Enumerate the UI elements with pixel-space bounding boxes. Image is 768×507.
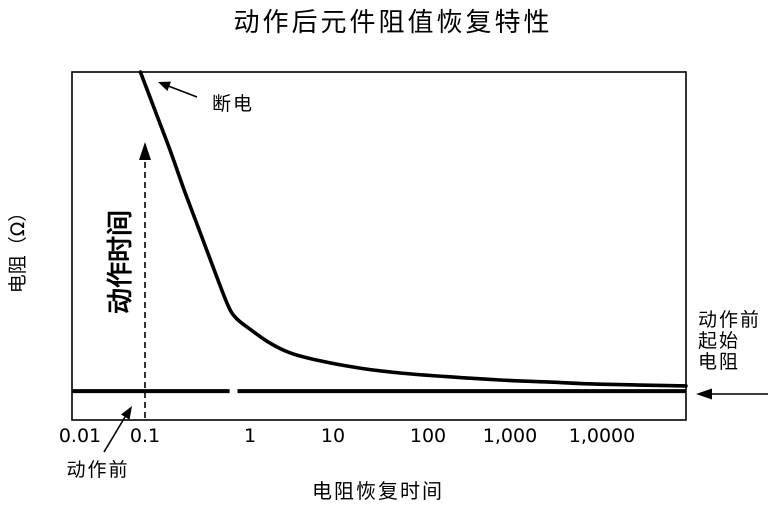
x-tick-label: 1 — [244, 425, 256, 447]
action-time-label: 动作时间 — [106, 210, 136, 314]
initial-resistance-arrowhead — [696, 388, 712, 400]
recovery-curve — [138, 70, 688, 388]
x-tick-label: 0.1 — [130, 425, 160, 447]
x-axis-tick-labels: 0.01 0.1 1 10 100 1,000 1,0000 — [59, 425, 635, 447]
chart-title: 动作后元件阻值恢复特性 — [233, 8, 552, 38]
x-tick-label: 10 — [321, 425, 345, 447]
initial-resistance-line-2: 起始 — [698, 330, 740, 352]
action-time-arrowhead — [139, 142, 151, 160]
power-off-annotation: 断电 — [158, 81, 254, 115]
x-tick-label: 1,000 — [483, 425, 537, 447]
power-off-arrow-line — [168, 85, 198, 98]
initial-resistance-line-3: 电阻 — [698, 351, 740, 373]
x-tick-label: 1,0000 — [569, 425, 635, 447]
x-tick-label: 0.01 — [59, 425, 101, 447]
action-time-marker: 动作时间 — [106, 142, 151, 418]
before-action-arrow-line — [103, 416, 126, 453]
initial-resistance-line-1: 动作前 — [698, 309, 761, 331]
x-axis-label: 电阻恢复时间 — [312, 479, 444, 503]
power-off-arrowhead — [158, 81, 171, 91]
before-action-label: 动作前 — [66, 459, 129, 481]
y-axis-label: 电阻（Ω） — [7, 203, 29, 294]
power-off-label: 断电 — [212, 93, 254, 115]
x-tick-label: 100 — [410, 425, 446, 447]
before-action-annotation: 动作前 — [66, 406, 132, 481]
before-action-arrowhead — [121, 406, 132, 420]
initial-resistance-annotation: 动作前 起始 电阻 — [696, 309, 768, 400]
plot-frame — [71, 71, 687, 421]
